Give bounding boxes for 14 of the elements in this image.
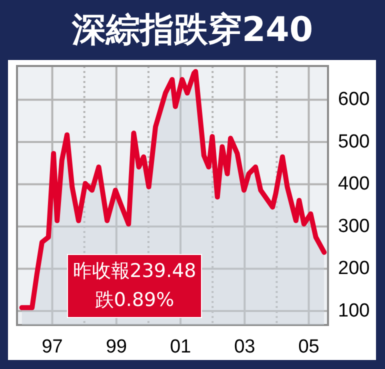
y-tick-label: 500 (338, 131, 370, 152)
y-tick-label: 300 (338, 216, 370, 237)
annotation: 跌0.89% (94, 288, 176, 313)
x-tick-label: 99 (106, 336, 127, 358)
y-tick-label: 100 (338, 300, 370, 322)
y-tick-label: 400 (338, 174, 370, 195)
x-tick-label: 97 (42, 336, 63, 358)
chart-title: 深綜指跌穿240 (70, 9, 314, 52)
x-tick-label: 03 (234, 336, 256, 358)
x-tick-label: 05 (298, 336, 320, 358)
y-tick-label: 200 (338, 258, 370, 280)
y-tick-label: 600 (338, 89, 370, 110)
x-tick-label: 01 (170, 336, 192, 358)
annotation: 昨收報239.48 (72, 259, 198, 284)
